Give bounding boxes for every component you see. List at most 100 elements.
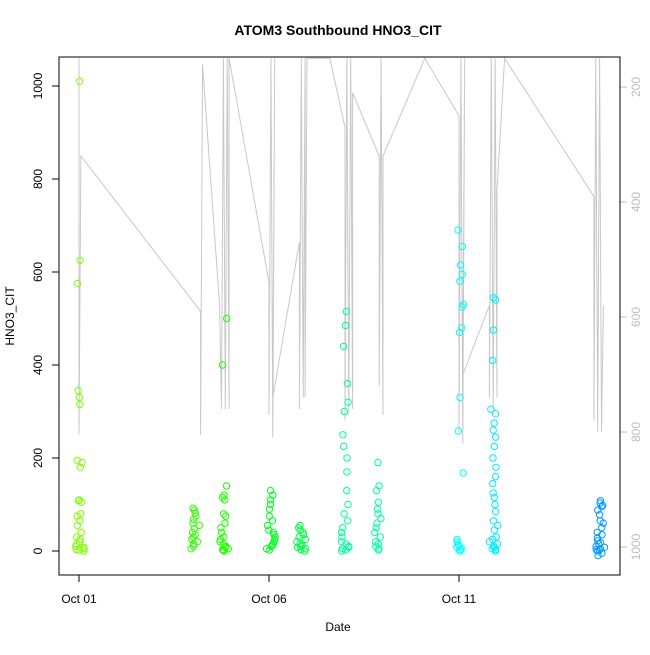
data-point: [187, 545, 195, 553]
data-point: [341, 321, 350, 330]
data-point: [459, 469, 467, 477]
data-point: [373, 505, 382, 513]
data-point: [73, 521, 82, 530]
data-point: [490, 526, 499, 534]
data-point: [343, 379, 352, 388]
data-point: [458, 545, 466, 553]
data-point: [76, 256, 84, 265]
data-point: [266, 486, 275, 495]
data-point: [269, 491, 277, 499]
data-point: [339, 524, 347, 532]
data-point: [598, 524, 606, 532]
data-point: [455, 328, 464, 337]
data-point: [491, 296, 500, 304]
data-point: [371, 528, 379, 537]
data-point: [224, 545, 233, 553]
data-point: [374, 458, 382, 467]
data-points: [72, 77, 609, 560]
data-point: [75, 546, 84, 554]
data-point: [456, 547, 464, 555]
data-point: [456, 393, 464, 402]
data-point: [376, 533, 384, 541]
data-point: [76, 463, 85, 471]
data-point: [343, 468, 351, 476]
data-point: [263, 521, 272, 530]
y2-tick-label: 400: [629, 192, 643, 212]
data-point: [75, 393, 84, 402]
data-point: [492, 463, 500, 471]
data-point: [456, 277, 464, 285]
data-point: [458, 324, 466, 332]
data-point: [343, 486, 351, 495]
data-point: [599, 501, 607, 510]
data-point: [340, 407, 348, 416]
data-point: [218, 493, 227, 502]
data-point: [377, 514, 385, 523]
data-point: [453, 535, 461, 544]
data-point: [374, 546, 383, 554]
data-point: [374, 498, 382, 506]
data-point: [78, 458, 86, 467]
data-point: [485, 538, 494, 546]
data-point: [458, 303, 466, 311]
data-point: [221, 519, 229, 527]
data-point: [76, 400, 84, 409]
data-point: [343, 454, 351, 462]
data-point: [265, 505, 274, 513]
y-tick-label: 1000: [31, 72, 45, 99]
data-point: [76, 517, 84, 525]
data-point: [489, 454, 497, 462]
data-point: [189, 504, 197, 512]
data-point: [344, 398, 352, 406]
data-point: [76, 77, 84, 86]
data-point: [456, 261, 465, 269]
data-point: [490, 419, 498, 427]
data-point: [267, 542, 276, 551]
data-point: [297, 545, 305, 554]
data-point: [594, 551, 602, 560]
data-point: [374, 510, 382, 518]
x-tick-label: Oct 06: [251, 592, 287, 606]
data-point: [342, 307, 350, 316]
data-point: [489, 426, 497, 434]
data-point: [340, 510, 348, 518]
data-point: [75, 496, 83, 504]
data-point: [219, 510, 228, 518]
y-tick-label: 200: [31, 448, 45, 468]
y-tick-label: 800: [31, 169, 45, 189]
data-point: [217, 524, 225, 532]
data-point: [489, 326, 498, 334]
data-point: [487, 405, 495, 413]
axes: Oct 01 Oct 06 Oct 11 0 200 400 600 800 1000 200 40…: [31, 72, 643, 606]
data-point: [72, 545, 81, 554]
x-axis-label: Date: [325, 620, 351, 634]
data-point: [342, 546, 350, 554]
x-tick-label: Oct 11: [442, 592, 477, 606]
data-point: [490, 493, 499, 502]
data-point: [489, 517, 498, 525]
data-point: [299, 531, 308, 539]
data-point: [372, 524, 380, 532]
data-point: [489, 293, 498, 302]
data-point: [73, 279, 82, 288]
data-point: [189, 542, 198, 551]
data-point: [265, 546, 273, 554]
data-point: [491, 500, 499, 509]
plot-frame: [58, 56, 621, 576]
data-point: [344, 500, 352, 509]
data-point: [218, 528, 226, 537]
data-point: [295, 533, 303, 541]
data-point: [337, 538, 346, 546]
data-point: [73, 456, 81, 464]
data-point: [493, 521, 502, 530]
data-point: [593, 528, 601, 537]
data-point: [338, 547, 346, 555]
data-point: [295, 524, 303, 532]
y2-tick-label: 800: [629, 422, 643, 442]
data-point: [373, 519, 381, 527]
data-point: [218, 361, 227, 369]
data-point: [266, 500, 275, 509]
y-tick-label: 0: [31, 547, 45, 554]
data-point: [191, 531, 200, 539]
